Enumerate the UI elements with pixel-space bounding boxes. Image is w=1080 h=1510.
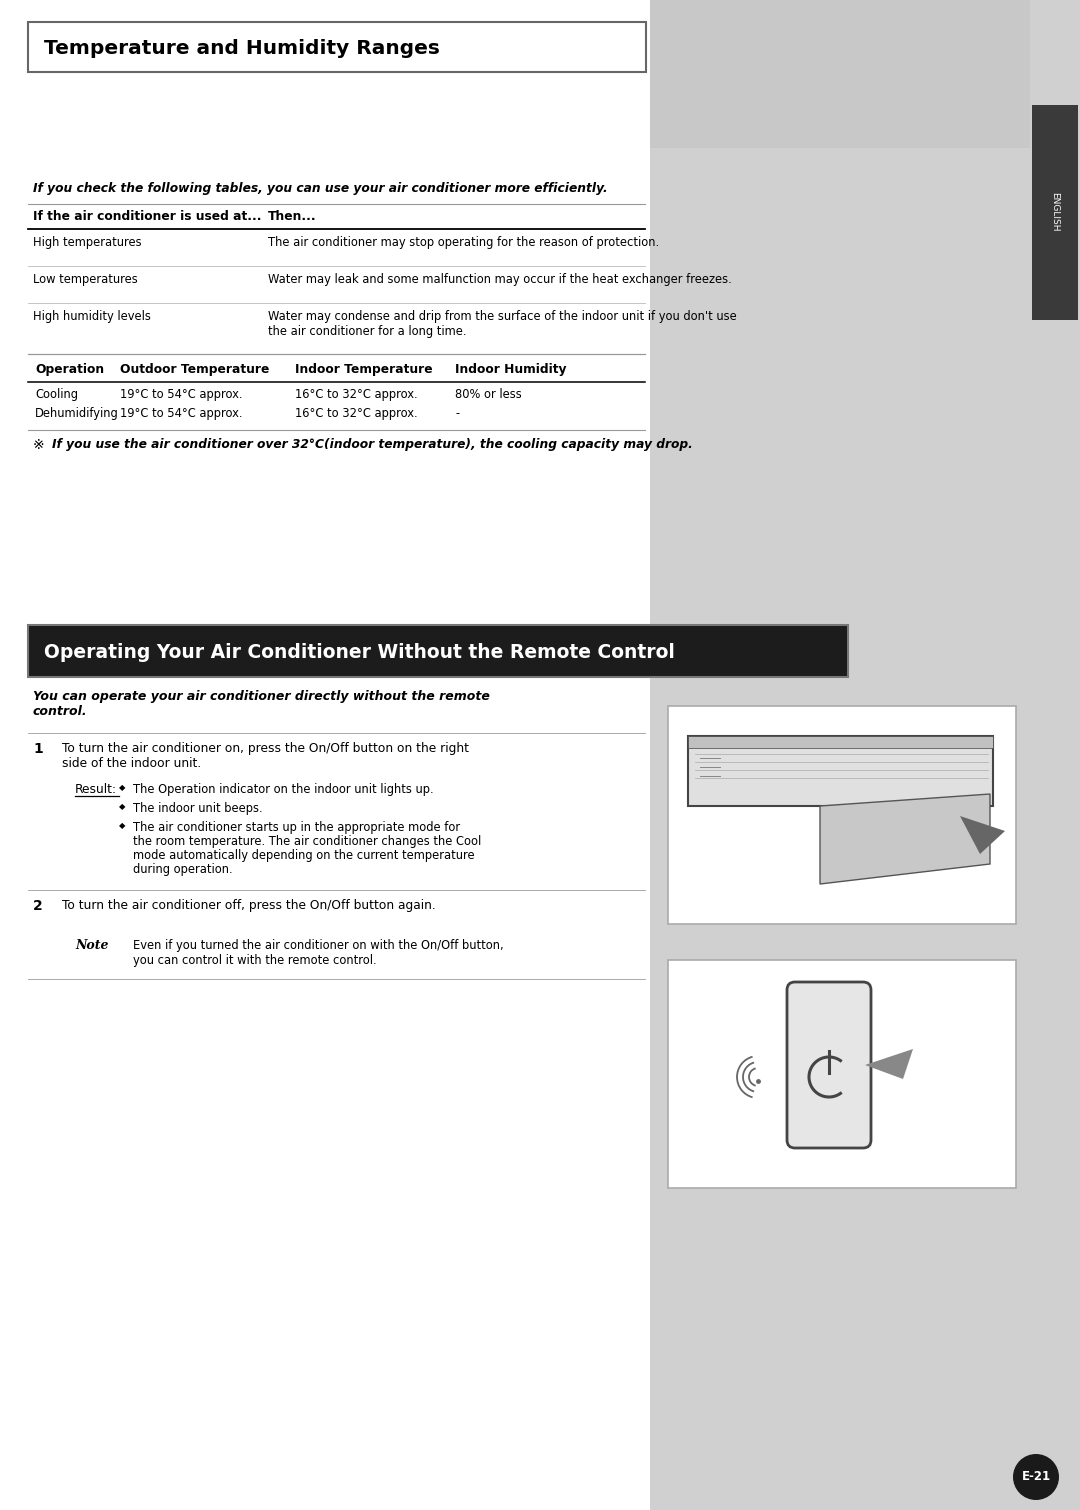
Text: Operating Your Air Conditioner Without the Remote Control: Operating Your Air Conditioner Without t… bbox=[44, 642, 675, 661]
Bar bbox=[669, 960, 1016, 1188]
Bar bbox=[669, 707, 1016, 924]
Text: You can operate your air conditioner directly without the remote
control.: You can operate your air conditioner dir… bbox=[33, 690, 490, 717]
Text: The indoor unit beeps.: The indoor unit beeps. bbox=[133, 802, 262, 815]
Polygon shape bbox=[820, 794, 990, 883]
Text: Water may leak and some malfunction may occur if the heat exchanger freezes.: Water may leak and some malfunction may … bbox=[268, 273, 732, 285]
Text: To turn the air conditioner on, press the On/Off button on the right
side of the: To turn the air conditioner on, press th… bbox=[62, 741, 469, 770]
Bar bbox=[650, 0, 1030, 148]
Text: Note: Note bbox=[75, 939, 108, 951]
Bar bbox=[650, 640, 1080, 1510]
Bar bbox=[688, 735, 993, 747]
FancyBboxPatch shape bbox=[787, 982, 870, 1148]
Text: E-21: E-21 bbox=[1022, 1471, 1051, 1483]
Text: Water may condense and drip from the surface of the indoor unit if you don't use: Water may condense and drip from the sur… bbox=[268, 310, 737, 323]
Bar bbox=[650, 148, 1030, 640]
Text: 19°C to 54°C approx.: 19°C to 54°C approx. bbox=[120, 388, 243, 402]
Text: The Operation indicator on the indoor unit lights up.: The Operation indicator on the indoor un… bbox=[133, 784, 434, 796]
Text: High humidity levels: High humidity levels bbox=[33, 310, 151, 323]
Bar bbox=[688, 735, 993, 806]
Text: High temperatures: High temperatures bbox=[33, 236, 141, 249]
Text: 80% or less: 80% or less bbox=[455, 388, 522, 402]
Text: To turn the air conditioner off, press the On/Off button again.: To turn the air conditioner off, press t… bbox=[62, 898, 435, 912]
Bar bbox=[28, 625, 848, 676]
Text: -: - bbox=[455, 408, 459, 420]
Text: 2: 2 bbox=[33, 898, 43, 914]
Text: 19°C to 54°C approx.: 19°C to 54°C approx. bbox=[120, 408, 243, 420]
Polygon shape bbox=[960, 815, 1005, 855]
Text: ENGLISH: ENGLISH bbox=[1051, 192, 1059, 231]
Text: The air conditioner may stop operating for the reason of protection.: The air conditioner may stop operating f… bbox=[268, 236, 659, 249]
Text: If you use the air conditioner over 32°C(indoor temperature), the cooling capaci: If you use the air conditioner over 32°C… bbox=[52, 438, 692, 451]
Text: the room temperature. The air conditioner changes the Cool: the room temperature. The air conditione… bbox=[133, 835, 482, 849]
Bar bbox=[650, 0, 1080, 1510]
Text: The air conditioner starts up in the appropriate mode for: The air conditioner starts up in the app… bbox=[133, 821, 460, 834]
Text: Temperature and Humidity Ranges: Temperature and Humidity Ranges bbox=[44, 38, 440, 57]
Text: Dehumidifying: Dehumidifying bbox=[35, 408, 119, 420]
Text: ◆: ◆ bbox=[119, 784, 125, 793]
Text: Outdoor Temperature: Outdoor Temperature bbox=[120, 362, 269, 376]
Text: Low temperatures: Low temperatures bbox=[33, 273, 138, 285]
Text: 16°C to 32°C approx.: 16°C to 32°C approx. bbox=[295, 408, 418, 420]
Text: ◆: ◆ bbox=[119, 821, 125, 831]
Bar bbox=[28, 23, 646, 72]
Text: 16°C to 32°C approx.: 16°C to 32°C approx. bbox=[295, 388, 418, 402]
Text: Operation: Operation bbox=[35, 362, 104, 376]
Text: Indoor Humidity: Indoor Humidity bbox=[455, 362, 567, 376]
Circle shape bbox=[1013, 1454, 1059, 1499]
Polygon shape bbox=[865, 1049, 913, 1080]
Text: mode automatically depending on the current temperature: mode automatically depending on the curr… bbox=[133, 849, 474, 862]
Text: the air conditioner for a long time.: the air conditioner for a long time. bbox=[268, 325, 467, 338]
Text: ◆: ◆ bbox=[119, 802, 125, 811]
Text: Cooling: Cooling bbox=[35, 388, 78, 402]
Text: 1: 1 bbox=[33, 741, 43, 757]
Text: Then...: Then... bbox=[268, 210, 316, 223]
Text: Indoor Temperature: Indoor Temperature bbox=[295, 362, 433, 376]
Text: If you check the following tables, you can use your air conditioner more efficie: If you check the following tables, you c… bbox=[33, 183, 608, 195]
Text: during operation.: during operation. bbox=[133, 864, 232, 876]
Bar bbox=[0, 0, 650, 1510]
Text: Result:: Result: bbox=[75, 784, 117, 796]
Text: Even if you turned the air conditioner on with the On/Off button,
you can contro: Even if you turned the air conditioner o… bbox=[133, 939, 503, 966]
Bar bbox=[1032, 106, 1078, 320]
Text: ※: ※ bbox=[33, 438, 44, 451]
Text: If the air conditioner is used at...: If the air conditioner is used at... bbox=[33, 210, 261, 223]
